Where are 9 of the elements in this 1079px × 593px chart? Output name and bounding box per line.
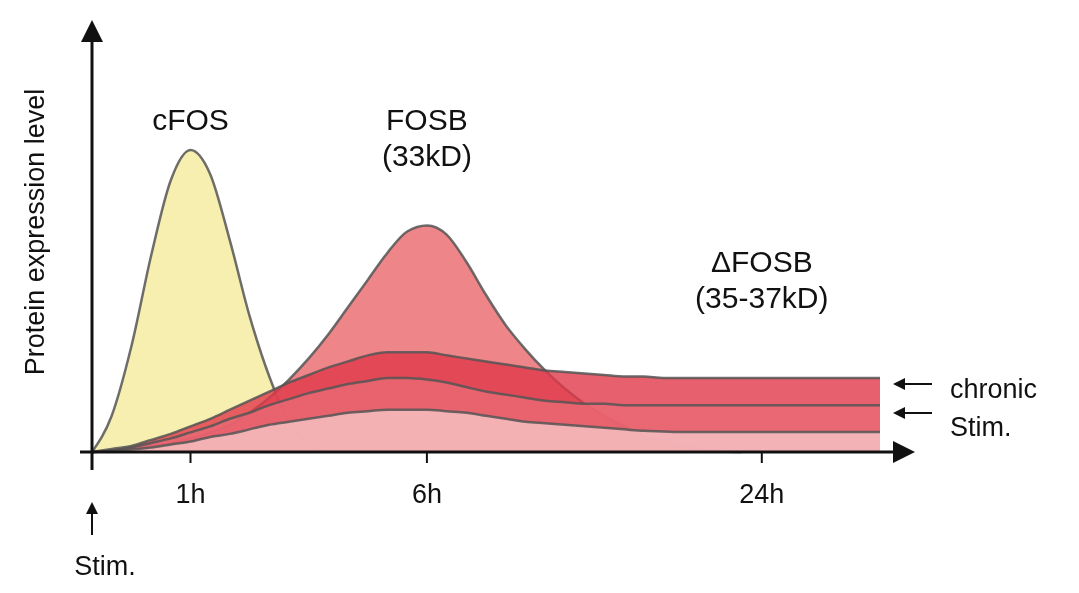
text: Stim. [74, 551, 136, 581]
y-axis-title: Protein expression level [20, 88, 50, 376]
x-tick-label: 6h [411, 479, 442, 509]
text: FOSB (33kD) [381, 102, 472, 172]
text: chronic Stim. [950, 374, 1038, 442]
text: ΔFOSB (35-37kD) [695, 245, 829, 315]
series-label: cFOS [152, 103, 229, 136]
x-tick-label: 1h [175, 479, 206, 509]
x-tick-label: 24h [739, 479, 785, 509]
